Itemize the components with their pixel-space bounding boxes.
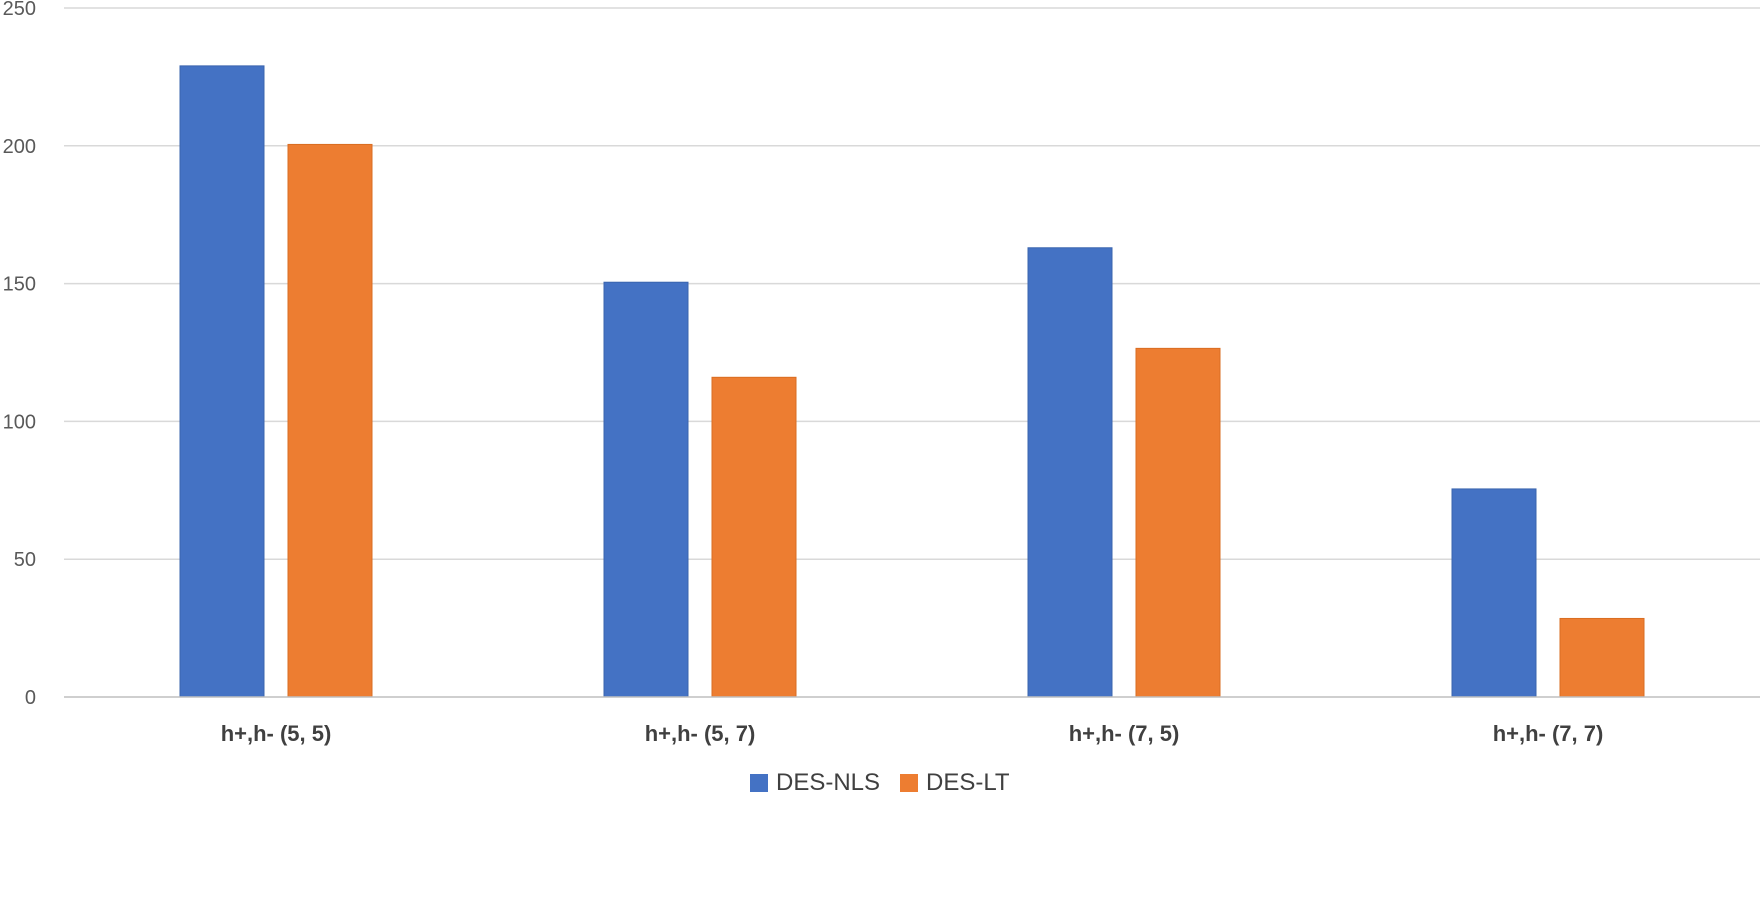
x-tick-label: h+,h- (7, 5) bbox=[1069, 721, 1180, 746]
legend-label-des-nls: DES-NLS bbox=[776, 769, 880, 796]
y-tick-label: 50 bbox=[14, 549, 36, 571]
bar-des-nls-4 bbox=[1451, 488, 1537, 698]
legend-label-des-lt: DES-LT bbox=[926, 769, 1010, 796]
bar-des-nls-3 bbox=[1027, 247, 1113, 698]
bar-des-lt-4 bbox=[1559, 617, 1645, 698]
bar-des-lt-3 bbox=[1135, 347, 1221, 698]
bars bbox=[179, 65, 1645, 698]
bar-des-lt-1 bbox=[287, 143, 373, 698]
y-tick-label: 150 bbox=[3, 274, 36, 296]
y-tick-label: 100 bbox=[3, 411, 36, 433]
bar-des-nls-2 bbox=[603, 281, 689, 698]
legend-swatch-des-lt bbox=[900, 774, 918, 792]
bar-des-lt-2 bbox=[711, 376, 797, 698]
x-tick-label: h+,h- (5, 5) bbox=[221, 721, 332, 746]
y-tick-label: 0 bbox=[25, 687, 36, 709]
y-tick-label: 250 bbox=[3, 0, 36, 20]
x-tick-label: h+,h- (5, 7) bbox=[645, 721, 756, 746]
legend: DES-NLS DES-LT bbox=[750, 769, 1010, 796]
x-tick-label: h+,h- (7, 7) bbox=[1493, 721, 1604, 746]
y-tick-label: 200 bbox=[3, 136, 36, 158]
x-axis-ticks: h+,h- (5, 5) h+,h- (5, 7) h+,h- (7, 5) h+,h… bbox=[221, 721, 1604, 746]
legend-swatch-des-nls bbox=[750, 774, 768, 792]
bar-des-nls-1 bbox=[179, 65, 265, 698]
y-axis-ticks: 0 50 100 150 200 250 bbox=[3, 0, 36, 709]
